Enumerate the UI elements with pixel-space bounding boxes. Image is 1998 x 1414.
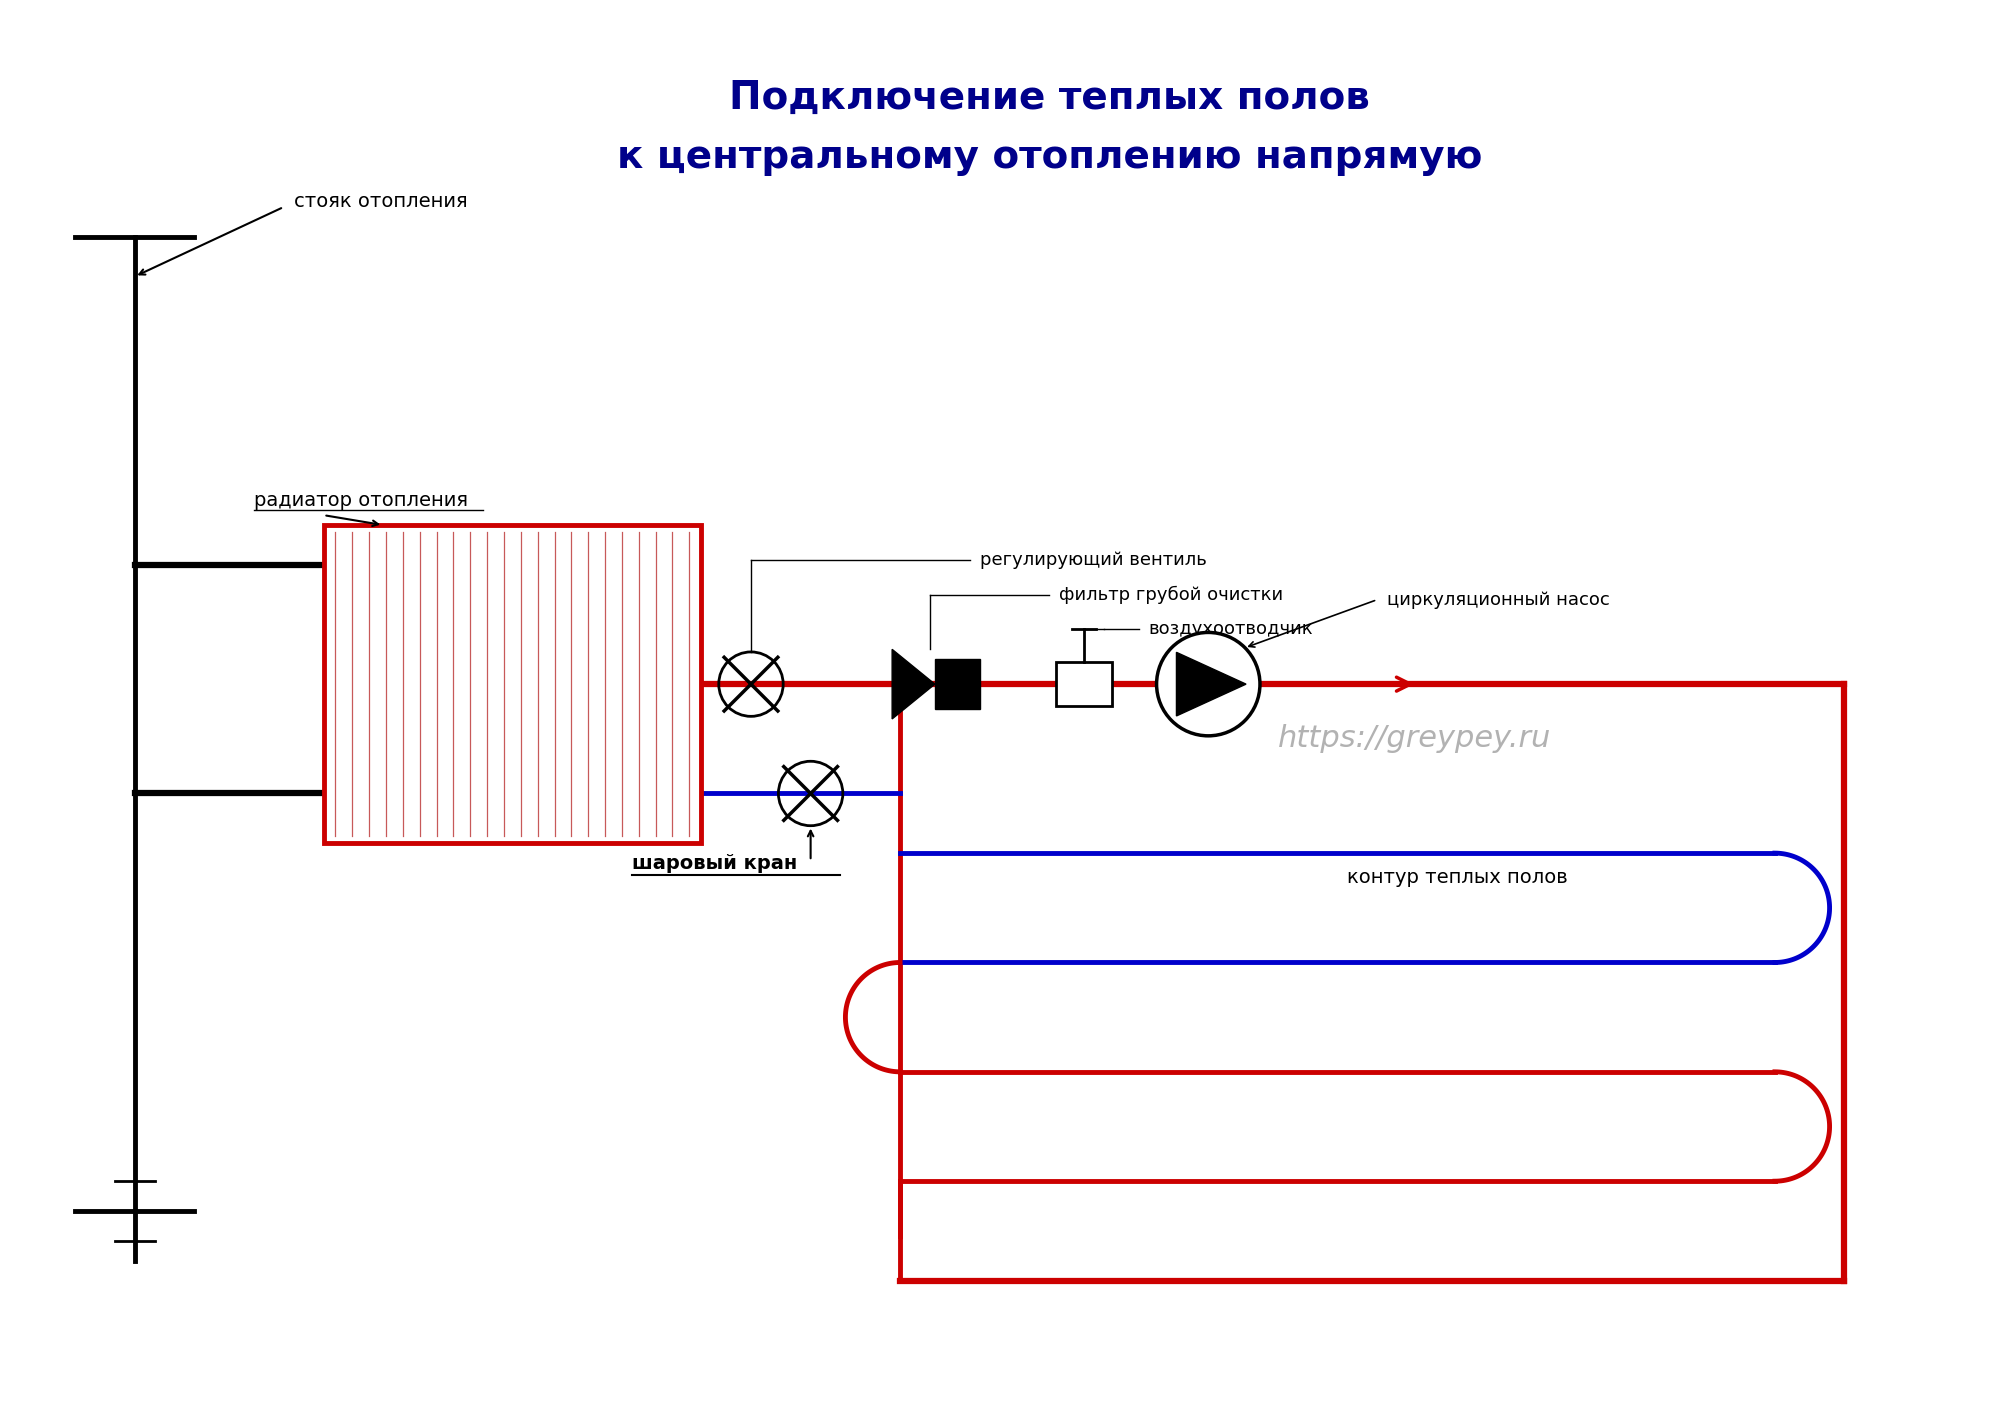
Circle shape [1157, 632, 1259, 735]
Polygon shape [1177, 652, 1245, 715]
Text: Подключение теплых полов: Подключение теплых полов [729, 79, 1369, 116]
Text: радиатор отопления: радиатор отопления [254, 491, 468, 509]
Text: шаровый кран: шаровый кран [631, 854, 797, 872]
Text: https://greypey.ru: https://greypey.ru [1277, 724, 1550, 754]
Text: циркуляционный насос: циркуляционный насос [1387, 591, 1608, 608]
Text: фильтр грубой очистки: фильтр грубой очистки [1059, 585, 1283, 604]
Bar [899, 684, 1844, 1281]
Text: воздухоотводчик: воздухоотводчик [1149, 621, 1313, 639]
Text: стояк отопления: стояк отопления [294, 192, 468, 212]
Bar [935, 659, 979, 708]
Bar [324, 525, 701, 843]
Text: регулирующий вентиль: регулирующий вентиль [979, 551, 1207, 568]
Text: контур теплых полов: контур теплых полов [1347, 868, 1566, 888]
Bar [1055, 662, 1111, 706]
Polygon shape [891, 649, 935, 718]
Text: к центральному отоплению напрямую: к центральному отоплению напрямую [615, 139, 1481, 177]
